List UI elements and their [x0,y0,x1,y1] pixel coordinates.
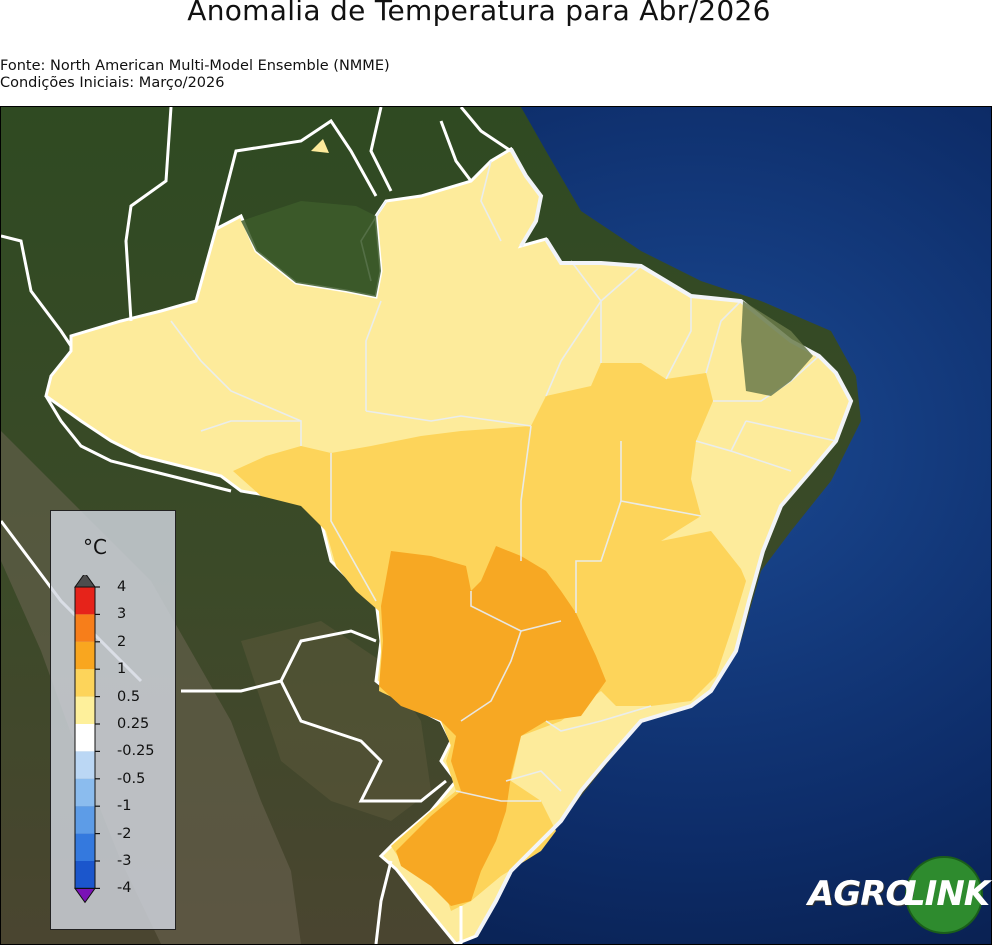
legend-color-segment [75,861,95,889]
roraima-masked [241,201,381,297]
source-line: Fonte: North American Multi-Model Ensemb… [0,58,390,74]
legend-tick-label: 0.5 [117,688,141,705]
initial-conditions-line: Condições Iniciais: Março/2026 [0,75,225,91]
amapa-spot [311,139,329,153]
legend-color-segment [75,806,95,834]
legend-tick-label: 3 [117,606,127,623]
legend-color-segment [75,669,95,697]
legend-tick-label: -2 [117,825,132,842]
legend-tick-label: -1 [117,798,132,815]
legend-color-segment [75,587,95,615]
legend-tick-label: -0.25 [117,743,155,760]
logo-text-agro: AGRO [808,874,914,914]
legend-color-segment [75,751,95,779]
legend-color-segment [75,641,95,670]
agrolink-logo: AGRO LINK [806,856,990,934]
legend-color-segment [75,778,95,807]
legend-tick-label: 4 [117,579,127,595]
color-legend: °C 4 3 2 1 0.5 0.25 -0.25 -0.5 -1 -2 -3 -4 [50,510,176,930]
logo-green-circle [905,856,983,934]
legend-extend-top [74,575,96,588]
legend-tick-label: 0.25 [117,716,150,732]
brazil-orange-region [379,546,606,906]
legend-color-segment [75,696,95,724]
legend-outline [74,586,96,889]
coastline [474,148,854,937]
legend-color-segment [75,614,95,642]
logo-text-link: LINK [904,874,990,914]
legend-colorbar [74,575,100,904]
legend-tick-label: -3 [117,853,132,869]
legend-tick-label: -4 [117,880,132,897]
map-title: Anomalia de Temperatura para Abr/2026 [187,0,771,27]
legend-tick-label: -0.5 [117,770,146,787]
legend-tick-label: 2 [117,633,127,650]
legend-extend-bottom [74,887,96,904]
ceara-masked [741,301,813,396]
legend-color-segment [75,724,95,752]
legend-tick-label: 1 [117,661,127,678]
legend-color-segment [75,833,95,861]
legend-unit-label: °C [83,535,107,559]
